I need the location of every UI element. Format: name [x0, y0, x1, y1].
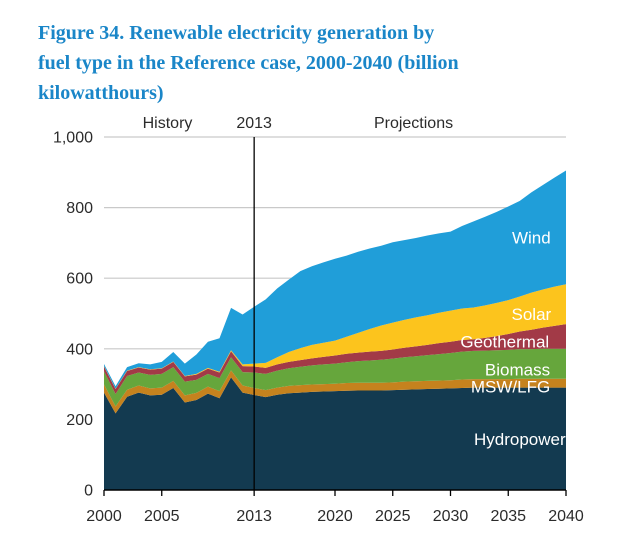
band-label-msw-lfg: MSW/LFG: [471, 378, 550, 397]
figure-title: Figure 34. Renewable electricity generat…: [38, 18, 578, 108]
band-label-biomass: Biomass: [485, 361, 550, 380]
y-tick-label-0: 0: [84, 483, 93, 500]
y-tick-label-200: 200: [66, 412, 93, 429]
band-label-solar: Solar: [512, 305, 552, 324]
x-tick-label-2035: 2035: [490, 508, 526, 525]
annotation-projections: Projections: [374, 115, 453, 132]
x-tick-label-2000: 2000: [86, 508, 122, 525]
figure-title-line-3: kilowatthours): [38, 82, 164, 104]
x-tick-label-2030: 2030: [433, 508, 469, 525]
band-label-geothermal: Geothermal: [460, 333, 549, 352]
annotation-history: History: [143, 115, 193, 132]
area-solar: [104, 284, 566, 390]
figure-title-line-1: Figure 34. Renewable electricity generat…: [38, 22, 435, 44]
x-tick-label-2040: 2040: [548, 508, 584, 525]
x-tick-label-2013: 2013: [236, 508, 272, 525]
x-tick-label-2005: 2005: [144, 508, 180, 525]
area-wind: [104, 170, 566, 389]
band-label-wind: Wind: [512, 229, 551, 248]
y-tick-label-400: 400: [66, 341, 93, 358]
area-biomass: [104, 348, 566, 407]
y-tick-label-600: 600: [66, 271, 93, 288]
y-tick-label-800: 800: [66, 200, 93, 217]
band-label-hydropower: Hydropower: [474, 430, 566, 449]
x-tick-label-2020: 2020: [317, 508, 353, 525]
annotation-2013: 2013: [236, 115, 272, 132]
area-msw-lfg: [104, 370, 566, 414]
figure-title-line-2: fuel type in the Reference case, 2000-20…: [38, 52, 459, 74]
area-geothermal: [104, 324, 566, 394]
y-tick-label-1000: 1,000: [53, 130, 93, 147]
x-tick-label-2025: 2025: [375, 508, 411, 525]
area-hydropower: [104, 377, 566, 490]
